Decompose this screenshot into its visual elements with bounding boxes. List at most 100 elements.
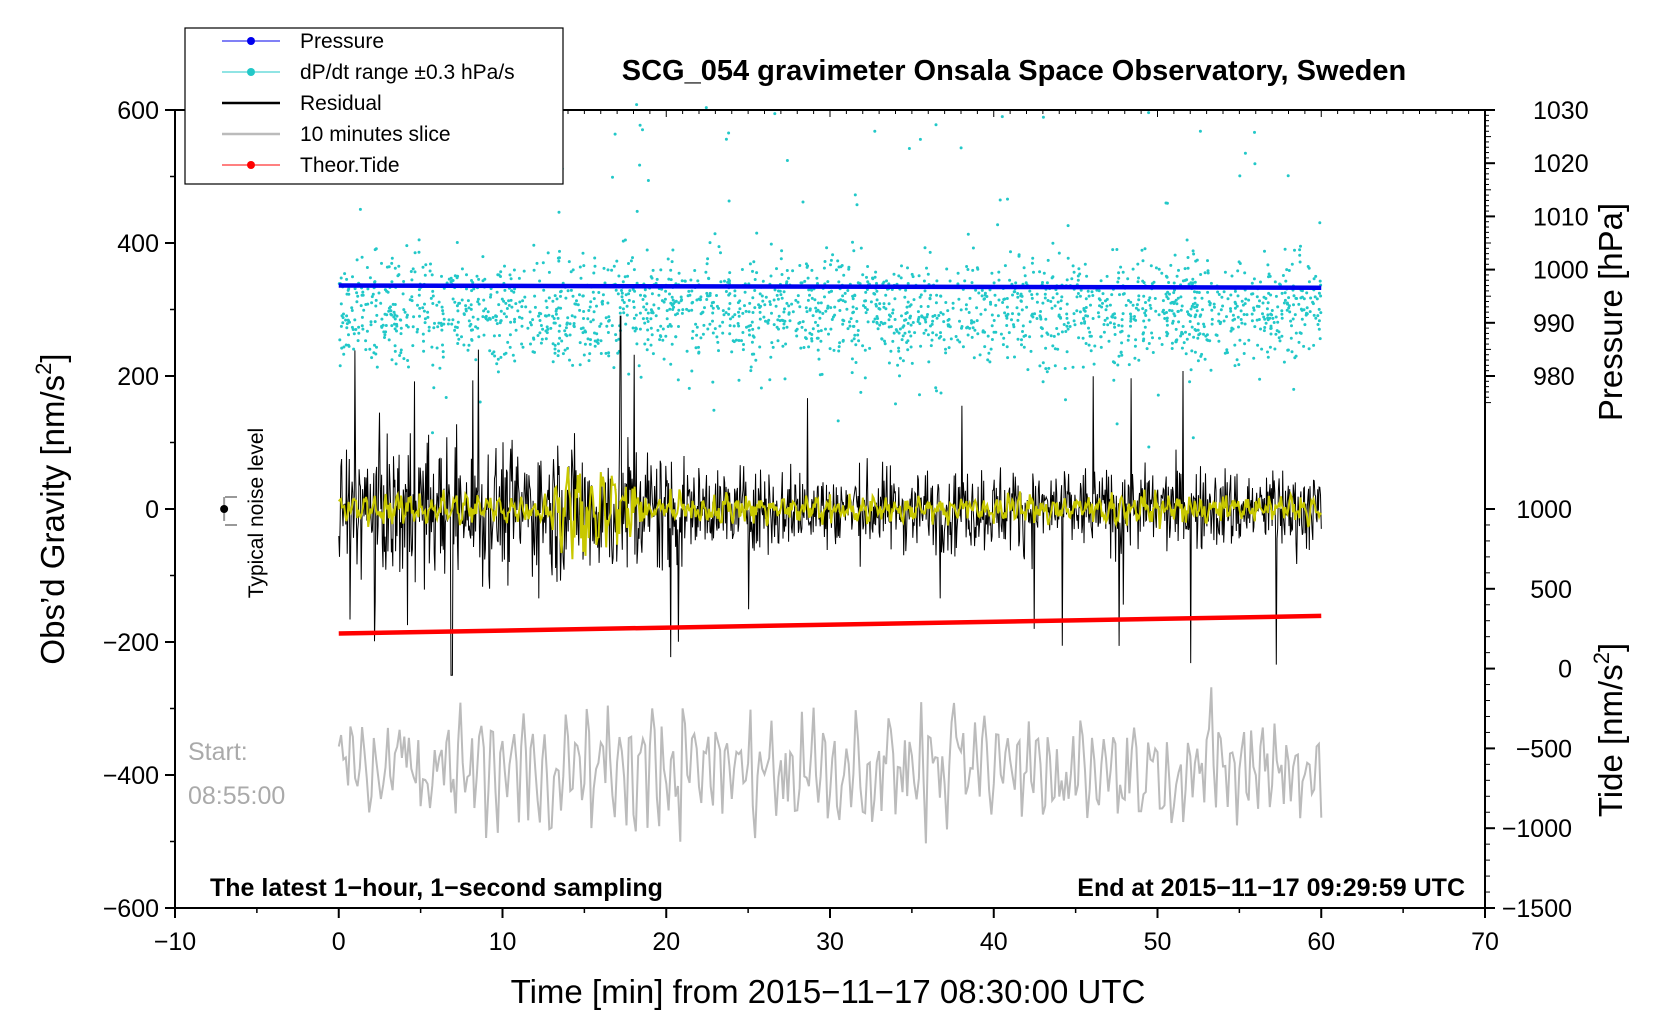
dpdt-point — [462, 312, 466, 316]
dpdt-point — [1192, 335, 1196, 339]
dpdt-point — [581, 331, 585, 335]
dpdt-point — [1000, 115, 1004, 119]
dpdt-point — [1132, 317, 1136, 321]
dpdt-point — [1222, 290, 1226, 294]
dpdt-point — [1174, 340, 1178, 344]
dpdt-point — [1290, 350, 1294, 354]
dpdt-point — [341, 316, 345, 320]
dpdt-point — [1024, 334, 1028, 337]
dpdt-point — [470, 289, 474, 293]
dpdt-point — [1030, 293, 1034, 297]
dpdt-point — [1165, 316, 1169, 320]
dpdt-point — [498, 321, 502, 325]
dpdt-point — [831, 315, 835, 319]
dpdt-point — [582, 317, 585, 320]
dpdt-point — [1243, 151, 1247, 155]
dpdt-point — [791, 269, 795, 273]
dpdt-point — [934, 333, 938, 337]
dpdt-point — [924, 328, 928, 332]
dpdt-point — [1266, 317, 1270, 321]
dpdt-point — [547, 313, 551, 317]
pressure-tick-label: 1010 — [1533, 203, 1589, 231]
dpdt-point — [824, 327, 827, 331]
dpdt-point — [1176, 309, 1180, 313]
dpdt-point — [339, 276, 343, 280]
dpdt-point — [575, 299, 578, 303]
dpdt-point — [1289, 319, 1293, 323]
dpdt-point — [854, 343, 858, 347]
dpdt-point — [568, 333, 572, 337]
dpdt-point — [497, 273, 501, 277]
dpdt-point — [390, 358, 394, 362]
dpdt-point — [718, 324, 722, 328]
dpdt-point — [1235, 304, 1239, 308]
dpdt-point — [942, 320, 946, 324]
dpdt-point — [964, 303, 968, 307]
dpdt-point — [1285, 308, 1289, 312]
dpdt-point — [944, 351, 948, 355]
dpdt-point — [1191, 302, 1195, 306]
dpdt-point — [1137, 294, 1141, 298]
dpdt-point — [353, 287, 357, 291]
dpdt-point — [582, 264, 586, 268]
dpdt-point — [742, 343, 745, 346]
dpdt-point — [488, 316, 491, 320]
legend-label: dP/dt range ±0.3 hPa/s — [300, 61, 515, 84]
dpdt-point — [654, 314, 658, 318]
dpdt-point — [493, 354, 497, 358]
dpdt-point — [1219, 308, 1223, 312]
dpdt-point — [650, 276, 654, 280]
dpdt-point — [418, 306, 422, 310]
dpdt-point — [616, 292, 620, 296]
dpdt-point — [923, 246, 927, 250]
dpdt-point — [1014, 281, 1018, 285]
dpdt-point — [906, 266, 909, 270]
dpdt-point — [804, 306, 808, 310]
legend-label: Residual — [300, 92, 382, 115]
dpdt-point — [578, 293, 581, 297]
dpdt-point — [1282, 360, 1286, 364]
dpdt-point — [707, 276, 711, 280]
dpdt-point — [1217, 339, 1221, 343]
dpdt-point — [1006, 356, 1010, 360]
dpdt-point — [340, 346, 344, 350]
dpdt-point — [645, 248, 649, 252]
dpdt-point — [847, 267, 851, 271]
dpdt-point — [540, 337, 544, 341]
dpdt-point — [666, 257, 670, 261]
dpdt-point — [732, 340, 736, 344]
dpdt-point — [1164, 292, 1168, 296]
dpdt-point — [1063, 367, 1067, 370]
dpdt-point — [646, 338, 650, 342]
dpdt-point — [1116, 280, 1120, 284]
dpdt-point — [391, 302, 395, 306]
dpdt-point — [891, 339, 895, 343]
dpdt-point — [1317, 291, 1321, 295]
dpdt-point — [1081, 336, 1085, 340]
dpdt-point — [1318, 279, 1322, 283]
dpdt-point — [1148, 296, 1152, 300]
dpdt-point — [1299, 307, 1303, 311]
dpdt-point — [905, 305, 909, 309]
dpdt-point — [1111, 248, 1115, 252]
dpdt-point — [1019, 299, 1023, 303]
dpdt-point — [412, 315, 416, 319]
dpdt-point — [1102, 323, 1106, 326]
dpdt-point — [1303, 323, 1307, 327]
dpdt-point — [976, 267, 980, 271]
dpdt-point — [1210, 308, 1214, 312]
dpdt-point — [605, 324, 609, 328]
dpdt-point — [975, 319, 979, 323]
dpdt-point — [1154, 266, 1158, 270]
dpdt-point — [1217, 312, 1221, 316]
dpdt-point — [699, 295, 703, 299]
dpdt-point — [1241, 303, 1245, 307]
dpdt-point — [772, 298, 776, 302]
dpdt-point — [1108, 303, 1112, 307]
dpdt-point — [796, 294, 800, 298]
dpdt-point — [499, 309, 503, 313]
dpdt-point — [1126, 277, 1130, 281]
dpdt-point — [1060, 295, 1064, 299]
dpdt-point — [558, 324, 562, 328]
dpdt-point — [1196, 322, 1200, 326]
